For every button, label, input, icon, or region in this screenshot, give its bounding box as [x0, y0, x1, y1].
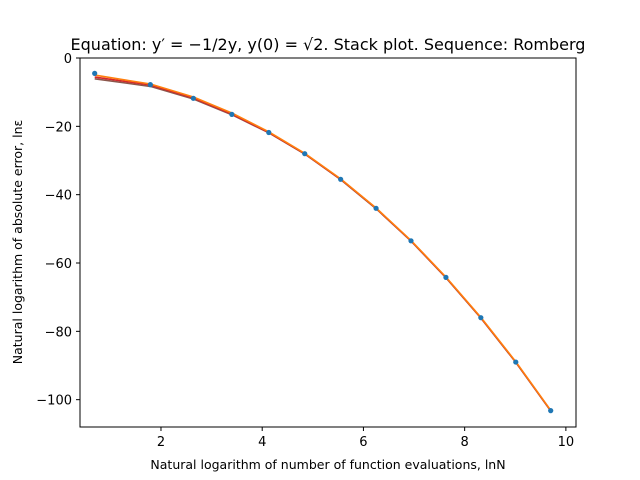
x-tick-label: 4	[258, 435, 266, 450]
data-point	[266, 129, 272, 136]
data-point	[478, 315, 484, 321]
data-point	[92, 70, 98, 76]
chart-title: Equation: y′ = −1/2y, y(0) = √2. Stack p…	[71, 35, 586, 54]
x-tick-label: 6	[359, 435, 367, 450]
y-axis-label: Natural logarithm of absolute error, lnε	[10, 120, 25, 364]
data-point	[147, 82, 153, 88]
x-tick-label: 10	[558, 435, 575, 450]
x-tick-label: 2	[157, 435, 165, 450]
data-point	[513, 359, 519, 365]
data-point	[338, 176, 344, 182]
y-tick-label: −40	[45, 189, 72, 204]
data-point	[408, 238, 414, 244]
data-point	[548, 408, 554, 414]
data-point	[190, 95, 196, 101]
plot-frame	[79, 57, 577, 428]
data-point	[373, 205, 379, 211]
y-tick-label: −60	[45, 257, 72, 272]
data-point	[229, 111, 235, 117]
x-tick-label: 8	[461, 435, 469, 450]
plot-area	[80, 58, 576, 427]
series-layer	[92, 70, 554, 414]
y-tick-label: −100	[36, 394, 72, 409]
x-axis-label: Natural logarithm of number of function …	[150, 457, 505, 472]
y-tick-label: −20	[45, 120, 72, 135]
y-tick-label: 0	[64, 52, 72, 67]
data-point	[443, 274, 449, 280]
y-tick-label: −80	[45, 325, 72, 340]
data-point	[302, 151, 308, 157]
ticks-layer: 2 4 6 8 10 0 −20 −40 −60 −80 −100	[36, 52, 574, 450]
